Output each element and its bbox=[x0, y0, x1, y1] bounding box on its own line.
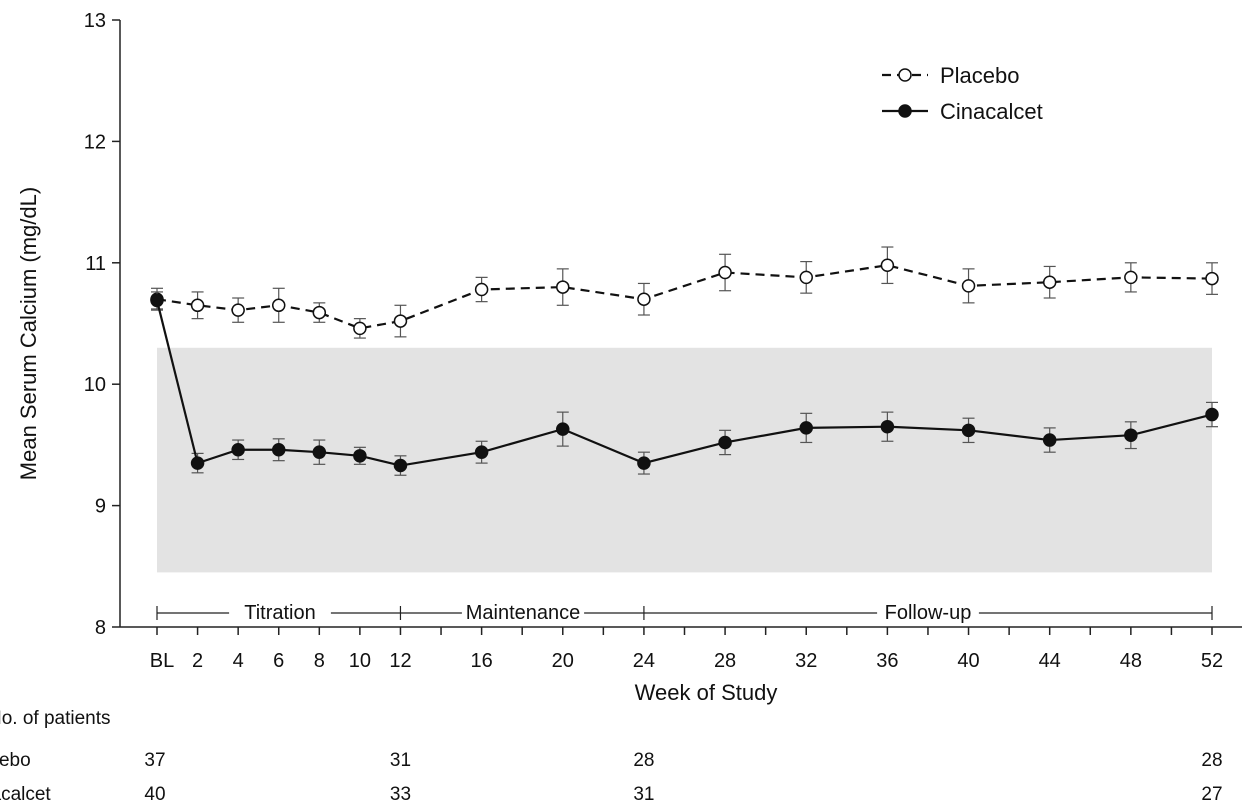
data-point-cinacalcet bbox=[799, 421, 813, 435]
data-point-cinacalcet bbox=[1205, 407, 1219, 422]
data-point-placebo bbox=[393, 314, 408, 328]
data-point-cinacalcet bbox=[353, 449, 367, 463]
normal-range-band bbox=[157, 347, 1212, 573]
data-point-placebo bbox=[1042, 275, 1057, 289]
x-axis-title: Week of Study bbox=[635, 680, 778, 705]
x-tick-label: 32 bbox=[795, 650, 817, 672]
patients-count: 31 bbox=[390, 750, 411, 771]
data-point-placebo bbox=[312, 305, 327, 320]
series-line-placebo bbox=[156, 264, 1213, 330]
patients-count: 28 bbox=[633, 750, 654, 771]
data-point-cinacalcet bbox=[1042, 433, 1057, 447]
x-tick-label: BL bbox=[150, 650, 174, 672]
y-tick-label: 12 bbox=[84, 131, 106, 153]
data-point-placebo bbox=[799, 270, 813, 285]
data-point-placebo bbox=[718, 265, 732, 280]
patients-row-label: Placebo bbox=[0, 750, 31, 771]
phase-label-maintenance: Maintenance bbox=[466, 602, 581, 624]
data-point-cinacalcet bbox=[718, 435, 732, 450]
patients-count: 31 bbox=[633, 784, 654, 804]
phase-label-titration: Titration bbox=[244, 602, 316, 624]
patients-count: 40 bbox=[144, 784, 165, 804]
x-tick-label: 36 bbox=[876, 650, 898, 672]
legend-label-placebo: Placebo bbox=[940, 63, 1020, 88]
data-point-placebo bbox=[637, 292, 651, 306]
data-point-cinacalcet bbox=[393, 458, 408, 473]
x-tick-label: 28 bbox=[714, 650, 736, 672]
patients-count: 37 bbox=[144, 750, 165, 771]
data-point-placebo bbox=[231, 303, 245, 317]
data-point-cinacalcet bbox=[556, 422, 570, 436]
data-point-placebo bbox=[961, 279, 976, 293]
x-tick-label: 24 bbox=[633, 650, 655, 672]
data-point-placebo bbox=[1205, 271, 1219, 286]
x-tick-label: 4 bbox=[233, 650, 244, 672]
data-point-placebo bbox=[271, 298, 286, 313]
data-point-placebo bbox=[474, 282, 489, 297]
data-point-cinacalcet bbox=[190, 456, 205, 470]
data-point-cinacalcet bbox=[271, 443, 286, 457]
patients-count: 33 bbox=[390, 784, 411, 804]
x-tick-label: 8 bbox=[314, 650, 325, 672]
data-point-placebo bbox=[556, 280, 570, 294]
patients-title: No. of patients bbox=[0, 708, 111, 729]
data-point-cinacalcet bbox=[1124, 428, 1138, 442]
y-tick-label: 11 bbox=[85, 253, 106, 275]
y-tick-label: 10 bbox=[84, 374, 106, 396]
legend-marker-placebo bbox=[898, 68, 912, 82]
y-tick-label: 9 bbox=[95, 496, 106, 518]
patients-count: 27 bbox=[1201, 784, 1222, 804]
data-point-cinacalcet bbox=[474, 445, 489, 459]
data-point-cinacalcet bbox=[231, 443, 245, 457]
x-tick-label: 40 bbox=[957, 650, 979, 672]
x-tick-label: 20 bbox=[552, 650, 574, 672]
data-point-cinacalcet bbox=[312, 445, 327, 459]
patients-count: 28 bbox=[1201, 750, 1222, 771]
x-tick-label: 48 bbox=[1120, 650, 1142, 672]
x-tick-label: 12 bbox=[389, 650, 411, 672]
data-point-placebo bbox=[1124, 270, 1138, 285]
x-tick-label: 6 bbox=[273, 650, 284, 672]
phase-label-follow-up: Follow-up bbox=[885, 602, 972, 624]
data-point-cinacalcet bbox=[637, 456, 651, 470]
data-point-cinacalcet bbox=[961, 423, 976, 438]
phase-label-bg bbox=[877, 599, 979, 623]
data-point-placebo bbox=[880, 258, 895, 272]
legend-label-cinacalcet: Cinacalcet bbox=[940, 99, 1043, 124]
x-tick-label: 44 bbox=[1039, 650, 1061, 672]
x-tick-label: 10 bbox=[349, 650, 371, 672]
phase-label-bg bbox=[229, 599, 331, 623]
patients-row-label: Cinacalcet bbox=[0, 784, 51, 804]
y-axis-title: Mean Serum Calcium (mg/dL) bbox=[16, 187, 41, 480]
data-point-placebo bbox=[190, 298, 205, 313]
x-tick-label: 16 bbox=[470, 650, 492, 672]
data-point-cinacalcet bbox=[150, 293, 164, 308]
legend-marker-cinacalcet bbox=[898, 104, 912, 118]
data-point-placebo bbox=[353, 321, 367, 336]
phase-label-bg bbox=[461, 599, 585, 623]
y-tick-label: 8 bbox=[95, 617, 106, 639]
x-tick-label: 52 bbox=[1201, 650, 1223, 672]
data-point-cinacalcet bbox=[880, 419, 895, 434]
x-tick-label: 2 bbox=[192, 650, 203, 672]
y-tick-label: 13 bbox=[84, 10, 106, 32]
